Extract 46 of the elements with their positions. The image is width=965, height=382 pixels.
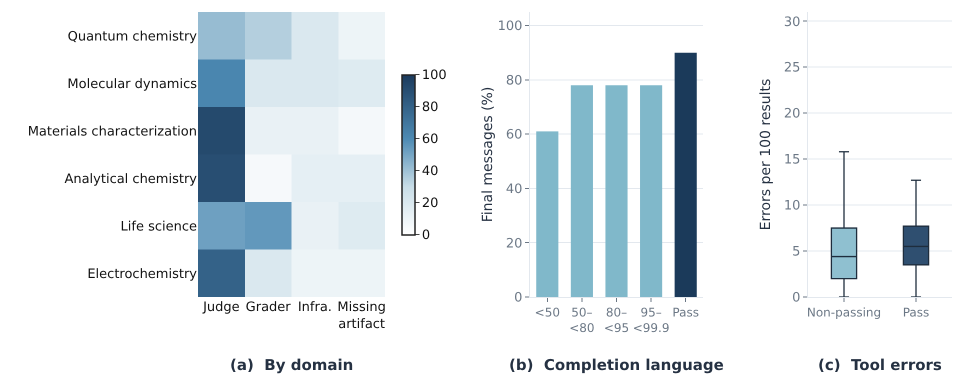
text: (b) Completion language xyxy=(509,356,724,374)
color-bar-label: 0 xyxy=(422,228,430,244)
color-bar-label: 60 xyxy=(422,132,438,148)
y-tick-label: 20 xyxy=(506,236,522,252)
y-tick-label: Quantum chemistry xyxy=(68,29,198,44)
x-tick-label: 95–<99.9 xyxy=(632,305,670,335)
y-tick-label: 60 xyxy=(506,128,522,143)
x-tick-label: 80–<95 xyxy=(604,305,630,335)
x-tick-label: Pass xyxy=(902,305,930,320)
y-tick-label: 0 xyxy=(514,290,522,306)
color-bar-label: 80 xyxy=(422,100,438,116)
y-tick-label: 5 xyxy=(792,244,800,260)
y-tick-label: 20 xyxy=(784,106,800,122)
x-tick-label: Non-passing xyxy=(806,305,882,320)
bar xyxy=(640,85,662,297)
x-tick-label: Grader xyxy=(246,300,292,315)
text: (c) Tool errors xyxy=(818,356,942,374)
color-bar-label: 20 xyxy=(422,196,438,212)
y-tick-label: Life science xyxy=(120,219,197,234)
y-tick-label: Electrochemistry xyxy=(87,266,198,282)
color-bar-label: 100 xyxy=(422,68,447,84)
bar xyxy=(605,85,628,297)
y-tick-label: 0 xyxy=(792,290,800,306)
bar xyxy=(536,131,558,297)
y-tick-label: 100 xyxy=(498,19,522,34)
bar xyxy=(570,85,593,297)
x-tick-label: <50 xyxy=(534,305,560,320)
y-axis-title: Final messages (%) xyxy=(480,86,496,222)
y-tick-label: 40 xyxy=(506,182,522,197)
x-tick-label: 50–<80 xyxy=(569,305,595,335)
color-bar-label: 40 xyxy=(422,164,438,180)
x-tick-label: Missing artifact xyxy=(337,300,386,332)
y-tick-label: 30 xyxy=(784,14,800,30)
x-tick-label: Infra. xyxy=(298,300,332,315)
y-axis-title: Errors per 100 results xyxy=(758,78,774,230)
x-tick-label: Pass xyxy=(672,305,699,320)
y-tick-label: Materials characterization xyxy=(28,124,197,140)
x-tick-label: Judge xyxy=(202,300,240,315)
y-tick-label: 80 xyxy=(506,73,522,88)
y-tick-label: Analytical chemistry xyxy=(64,172,198,187)
y-tick-label: 25 xyxy=(784,60,800,76)
text: (a) By domain xyxy=(230,356,354,374)
bar xyxy=(674,52,697,297)
y-tick-label: 10 xyxy=(784,198,800,214)
y-tick-label: Molecular dynamics xyxy=(67,76,198,92)
y-tick-label: 15 xyxy=(784,152,800,168)
